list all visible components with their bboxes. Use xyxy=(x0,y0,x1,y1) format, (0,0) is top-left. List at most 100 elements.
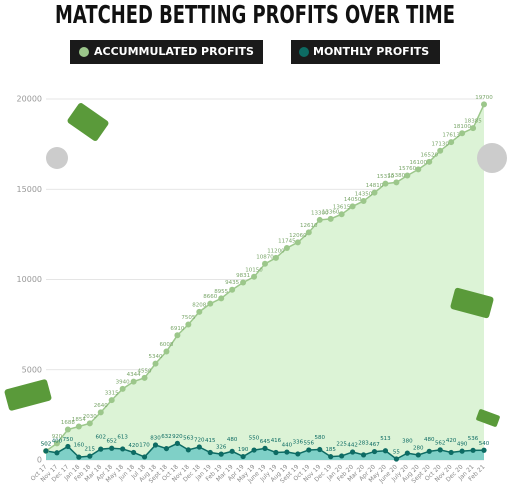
data-label: 11200 xyxy=(267,248,285,254)
data-label: 9435 xyxy=(225,280,239,286)
data-label: 16520 xyxy=(421,152,439,158)
data-label: 1688 xyxy=(61,420,75,426)
point xyxy=(448,449,454,456)
point xyxy=(481,101,487,108)
data-label: 3940 xyxy=(116,379,130,385)
data-label: 14050 xyxy=(344,197,362,203)
data-label: 8660 xyxy=(203,294,217,300)
data-label: 416 xyxy=(271,438,282,444)
data-label: 326 xyxy=(216,445,227,451)
data-label: 4550 xyxy=(138,368,152,374)
point xyxy=(75,423,82,430)
point xyxy=(415,452,421,458)
point xyxy=(76,454,82,460)
data-label: 415 xyxy=(205,438,216,444)
data-label: 502 xyxy=(41,441,52,447)
data-label: 556 xyxy=(304,440,315,446)
data-label: 15760 xyxy=(399,166,417,172)
data-label: 602 xyxy=(96,435,107,441)
point xyxy=(459,448,465,454)
point xyxy=(328,454,334,460)
data-label: 225 xyxy=(336,441,347,447)
y-tick-label: 10000 xyxy=(17,275,42,284)
data-label: 15310 xyxy=(377,174,395,180)
point xyxy=(393,456,399,462)
data-label: 10150 xyxy=(245,267,263,273)
data-label: 19700 xyxy=(475,95,493,101)
data-label: 13615 xyxy=(333,205,351,211)
point xyxy=(218,295,225,302)
data-label: 645 xyxy=(260,439,271,445)
data-label: 14810 xyxy=(366,183,384,189)
data-label: 480 xyxy=(424,437,435,443)
point xyxy=(437,147,444,154)
data-label: 55 xyxy=(393,450,400,456)
data-label: 280 xyxy=(413,445,424,451)
y-tick-label: 0 xyxy=(37,456,42,465)
data-label: 580 xyxy=(315,435,326,441)
data-label: 613 xyxy=(117,434,128,440)
data-label: 190 xyxy=(238,447,249,453)
data-label: 442 xyxy=(347,443,358,449)
data-label: 11745 xyxy=(278,239,296,245)
point xyxy=(448,139,455,146)
data-label: 920 xyxy=(52,434,63,440)
data-label: 720 xyxy=(194,438,205,444)
point xyxy=(130,378,137,385)
area xyxy=(46,104,484,460)
data-label: 8955 xyxy=(214,289,228,295)
point xyxy=(152,442,159,448)
point xyxy=(393,179,400,186)
data-label: 3315 xyxy=(105,391,119,397)
data-label: 12610 xyxy=(300,223,318,229)
point xyxy=(371,448,378,455)
point xyxy=(470,125,477,132)
point xyxy=(426,448,432,454)
point xyxy=(163,348,170,355)
point xyxy=(306,447,312,453)
point xyxy=(350,449,356,455)
data-label: 6008 xyxy=(159,342,173,348)
point xyxy=(174,440,180,446)
data-label: 9831 xyxy=(236,273,250,279)
point xyxy=(98,446,104,452)
point xyxy=(54,450,60,456)
data-label: 750 xyxy=(63,437,74,443)
point xyxy=(284,449,290,455)
data-label: 8208 xyxy=(192,302,206,308)
data-label: 652 xyxy=(106,439,117,445)
data-label: 13300 xyxy=(311,210,329,216)
data-label: 15380 xyxy=(388,173,406,179)
data-label: 400 xyxy=(52,438,63,444)
data-label: 18100 xyxy=(453,124,471,130)
y-tick-label: 20000 xyxy=(17,95,42,104)
data-label: 1854 xyxy=(72,417,86,423)
point xyxy=(240,279,247,286)
point xyxy=(185,321,192,328)
point xyxy=(262,260,268,267)
point xyxy=(174,332,181,339)
data-label: 830 xyxy=(150,436,161,442)
data-label: 6910 xyxy=(170,326,184,332)
point xyxy=(87,453,93,459)
point xyxy=(120,446,126,452)
point xyxy=(481,447,487,453)
point xyxy=(53,440,60,447)
point xyxy=(262,445,268,451)
point xyxy=(382,180,389,187)
point xyxy=(404,172,411,179)
point xyxy=(316,216,323,223)
legend-box xyxy=(70,40,263,64)
data-label: 5340 xyxy=(149,354,163,360)
data-label: 440 xyxy=(282,443,293,449)
data-label: 7505 xyxy=(181,315,195,321)
point xyxy=(240,453,246,460)
data-label: 185 xyxy=(325,447,336,453)
data-label: 563 xyxy=(183,435,194,441)
point xyxy=(152,360,159,367)
data-label: 920 xyxy=(172,434,183,440)
data-label: 480 xyxy=(227,437,238,443)
data-label: 502 xyxy=(41,441,52,447)
data-label: 2030 xyxy=(83,414,97,420)
data-label: 17130 xyxy=(431,141,449,147)
